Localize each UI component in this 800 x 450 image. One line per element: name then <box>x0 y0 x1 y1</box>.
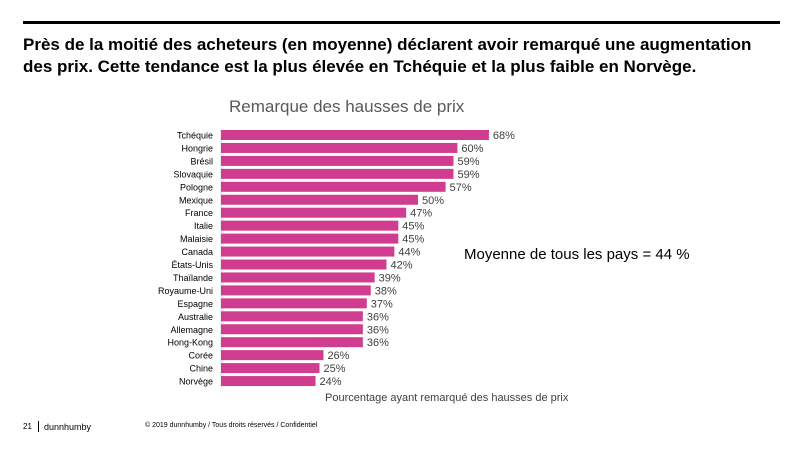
category-label: Brésil <box>190 156 213 166</box>
value-label: 26% <box>327 350 349 362</box>
category-label: Slovaquie <box>173 169 213 179</box>
bar <box>221 324 363 335</box>
bar <box>221 311 363 322</box>
bar <box>221 259 387 270</box>
value-label: 36% <box>367 324 389 336</box>
x-axis-label: Pourcentage ayant remarqué des hausses d… <box>325 392 569 404</box>
value-label: 59% <box>457 156 479 168</box>
value-label: 57% <box>450 182 472 194</box>
category-label: Corée <box>188 351 213 361</box>
category-label: Hongrie <box>181 143 213 153</box>
bar <box>221 350 324 361</box>
bar <box>221 363 320 374</box>
copyright-text: © 2019 dunnhumby / Tous droits réservés … <box>145 422 318 429</box>
category-label: Australie <box>178 312 213 322</box>
bar <box>221 298 367 309</box>
category-label: Royaume-Uni <box>158 286 213 296</box>
bar <box>221 337 363 348</box>
bar <box>221 168 454 179</box>
category-label: Hong-Kong <box>167 338 213 348</box>
value-label: 39% <box>379 272 401 284</box>
category-label: Chine <box>189 364 213 374</box>
value-label: 38% <box>375 285 397 297</box>
chart-title: Remarque des hausses de prix <box>229 97 465 116</box>
bar <box>221 194 418 205</box>
bar <box>221 155 454 166</box>
bar <box>221 142 458 153</box>
average-annotation: Moyenne de tous les pays = 44 % <box>464 246 690 263</box>
value-label: 36% <box>367 337 389 349</box>
category-label: Malaisie <box>180 234 213 244</box>
bar <box>221 130 489 140</box>
category-label: Italie <box>194 221 213 231</box>
bar <box>221 246 395 257</box>
category-label: Thaïlande <box>173 273 213 283</box>
bar <box>221 233 399 244</box>
value-label: 60% <box>461 143 483 155</box>
bar <box>221 207 407 218</box>
footer: 21 dunnhumby <box>23 421 91 432</box>
value-label: 36% <box>367 311 389 323</box>
headline: Près de la moitié des acheteurs (en moye… <box>23 35 752 76</box>
value-label: 45% <box>402 234 424 246</box>
bar <box>221 376 316 387</box>
value-label: 68% <box>493 130 515 142</box>
value-label: 37% <box>371 298 393 310</box>
bar <box>221 181 446 192</box>
value-label: 25% <box>324 363 346 375</box>
category-label: Norvège <box>179 377 213 387</box>
category-label: Mexique <box>179 195 213 205</box>
top-rule <box>23 21 780 24</box>
value-label: 42% <box>390 260 412 272</box>
value-label: 45% <box>402 221 424 233</box>
value-label: 59% <box>457 169 479 181</box>
bar <box>221 285 371 296</box>
footer-divider <box>38 421 39 432</box>
value-label: 47% <box>410 208 432 220</box>
bar <box>221 220 399 231</box>
value-label: 44% <box>398 247 420 259</box>
category-label: Pologne <box>180 182 213 192</box>
value-label: 24% <box>320 376 342 388</box>
category-label: Allemagne <box>170 325 213 335</box>
page-number: 21 <box>23 422 32 431</box>
category-label: Canada <box>181 247 213 257</box>
category-label: États-Unis <box>171 260 213 270</box>
brand-logo: dunnhumby <box>44 421 92 432</box>
value-label: 50% <box>422 195 444 207</box>
category-label: France <box>185 208 213 218</box>
bar <box>221 272 375 283</box>
category-label: Tchéquie <box>177 131 213 141</box>
category-label: Espagne <box>177 299 213 309</box>
